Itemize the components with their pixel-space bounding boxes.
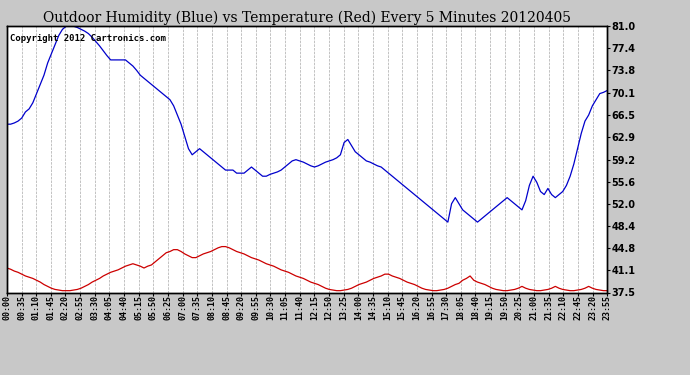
Title: Outdoor Humidity (Blue) vs Temperature (Red) Every 5 Minutes 20120405: Outdoor Humidity (Blue) vs Temperature (… bbox=[43, 11, 571, 25]
Text: Copyright 2012 Cartronics.com: Copyright 2012 Cartronics.com bbox=[10, 34, 166, 43]
